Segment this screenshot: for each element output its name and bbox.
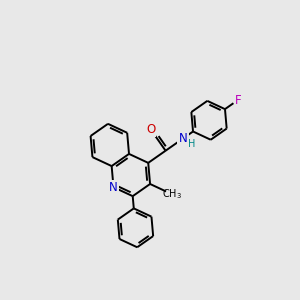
Text: N: N [178, 132, 187, 145]
Text: N: N [109, 181, 118, 194]
Text: H: H [188, 139, 196, 149]
Text: O: O [146, 123, 156, 136]
Text: CH$_3$: CH$_3$ [162, 187, 182, 201]
Text: F: F [235, 94, 241, 107]
